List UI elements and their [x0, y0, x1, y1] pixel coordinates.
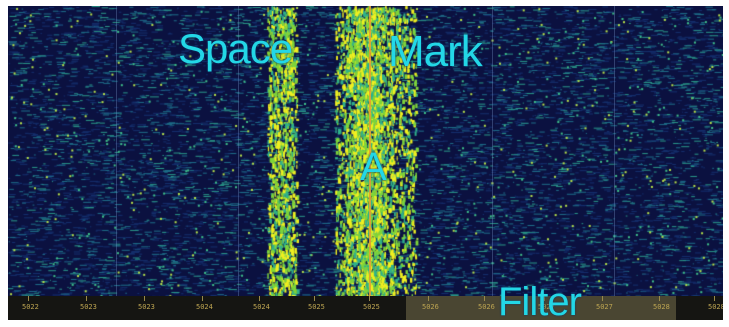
scale-tick-label: 5027 [538, 303, 555, 311]
scale-tick-label: 5023 [80, 303, 97, 311]
gridline [238, 6, 239, 296]
scale-tick-label: 5026 [422, 303, 439, 311]
scale-tick-label: 5023 [138, 303, 155, 311]
scale-tick-mark [544, 296, 545, 301]
scale-tick-mark [28, 296, 29, 301]
scale-tick-label: 5026 [478, 303, 495, 311]
scale-tick-mark [659, 296, 660, 301]
scale-tick-mark [484, 296, 485, 301]
scale-tick-mark [259, 296, 260, 301]
gridline [492, 6, 493, 296]
scale-tick-label: 5025 [363, 303, 380, 311]
decoded-char-label: A [360, 145, 387, 189]
waterfall-display: Space Mark A 5022 5023 5023 5024 5024 5025 502… [8, 6, 723, 320]
scale-tick-label: 5022 [22, 303, 39, 311]
scale-tick-mark [369, 296, 370, 301]
scale-tick-mark [144, 296, 145, 301]
tuning-marker[interactable] [369, 6, 371, 296]
scale-tick-mark [86, 296, 87, 301]
frequency-scale[interactable]: 5022 5023 5023 5024 5024 5025 5025 5026 5026 5027… [8, 296, 723, 320]
gridline [116, 6, 117, 296]
scale-tick-mark [202, 296, 203, 301]
waterfall-spectrogram[interactable] [8, 6, 723, 296]
scale-tick-mark [714, 296, 715, 301]
scale-tick-label: 5025 [308, 303, 325, 311]
scale-tick-mark [428, 296, 429, 301]
gridline [614, 6, 615, 296]
scale-tick-label: 5024 [253, 303, 270, 311]
space-label: Space [178, 25, 293, 72]
scale-tick-label: 5028 [653, 303, 670, 311]
filter-passband[interactable] [406, 296, 676, 320]
filter-label: Filter [498, 280, 582, 320]
scale-tick-mark [314, 296, 315, 301]
scale-tick-label: 5027 [596, 303, 613, 311]
scale-tick-label: 5028 [708, 303, 723, 311]
mark-label: Mark [388, 27, 483, 76]
scale-tick-label: 5024 [196, 303, 213, 311]
scale-tick-mark [602, 296, 603, 301]
